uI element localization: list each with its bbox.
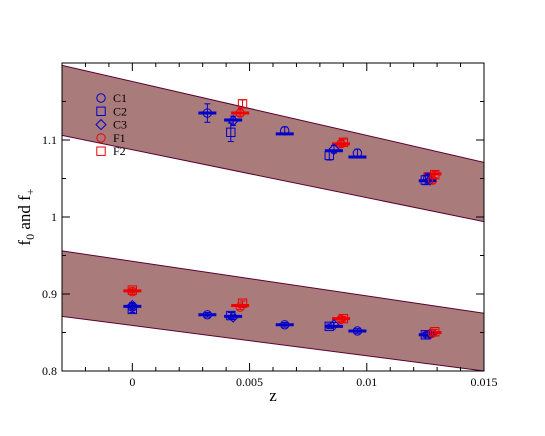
point-c2 — [324, 150, 334, 161]
point-c3 — [227, 311, 239, 323]
legend-marker-f1 — [96, 133, 106, 143]
point-f2 — [127, 285, 138, 295]
point-f1 — [427, 175, 438, 185]
y-axis-label-f: f — [15, 240, 34, 246]
x-tick-label: 0.005 — [236, 375, 263, 389]
band-upper-edge-1 — [62, 250, 484, 314]
point-c1 — [352, 326, 363, 336]
point-c3 — [227, 115, 239, 127]
legend-label-f1: F1 — [113, 131, 126, 145]
legend-marker-c1 — [96, 93, 106, 103]
legend-label-c3: C3 — [113, 118, 127, 132]
y-axis-label: f0 and f+ — [15, 188, 37, 245]
point-f1 — [336, 314, 346, 325]
point-c1 — [280, 320, 290, 330]
point-c3 — [328, 143, 340, 155]
point-f2 — [338, 313, 349, 324]
error-bands — [62, 64, 484, 371]
band-lower-edge-0 — [62, 134, 484, 223]
point-f2 — [430, 327, 440, 337]
band-lower-edge-1 — [62, 315, 484, 371]
point-c1 — [202, 310, 213, 320]
x-axis-label: z — [269, 386, 277, 405]
point-c1 — [202, 108, 213, 118]
legend-marker-c3 — [95, 118, 107, 131]
point-c3 — [424, 328, 436, 340]
legend-marker-f2 — [96, 146, 106, 156]
point-c3 — [328, 319, 340, 331]
y-tick-label: 1.1 — [42, 133, 57, 147]
band-upper-edge-0 — [62, 64, 484, 163]
axes: 0 0.005 0.01 0.015 0.8 0.9 1 1.1 — [42, 63, 498, 389]
y-tick-label: 1 — [51, 210, 57, 224]
band-1 — [62, 250, 484, 371]
legend-label-c1: C1 — [113, 91, 127, 105]
point-f1 — [235, 108, 245, 118]
legend-marker-c2 — [96, 106, 106, 116]
point-f2 — [237, 99, 248, 109]
band-0 — [62, 65, 484, 222]
y-tick-label: 0.9 — [42, 287, 57, 301]
y-axis-label-and: and f — [15, 195, 34, 234]
x-tick-label: 0 — [129, 375, 135, 389]
data-points — [126, 99, 440, 340]
point-c1 — [280, 126, 290, 136]
point-f2 — [237, 298, 248, 308]
legend-label-c2: C2 — [113, 104, 127, 118]
point-c2 — [226, 127, 236, 138]
point-f2 — [338, 137, 349, 148]
x-tick-label: 0.01 — [356, 375, 377, 389]
y-axis-label-sub0: 0 — [23, 234, 37, 240]
point-c1 — [352, 148, 363, 158]
y-axis-label-sub1: + — [23, 188, 37, 195]
point-c3 — [126, 299, 139, 312]
x-tick-label: 0.015 — [471, 375, 498, 389]
point-f2 — [430, 169, 440, 180]
legend-label-f2: F2 — [113, 144, 126, 158]
y-tick-label: 0.8 — [42, 364, 57, 378]
